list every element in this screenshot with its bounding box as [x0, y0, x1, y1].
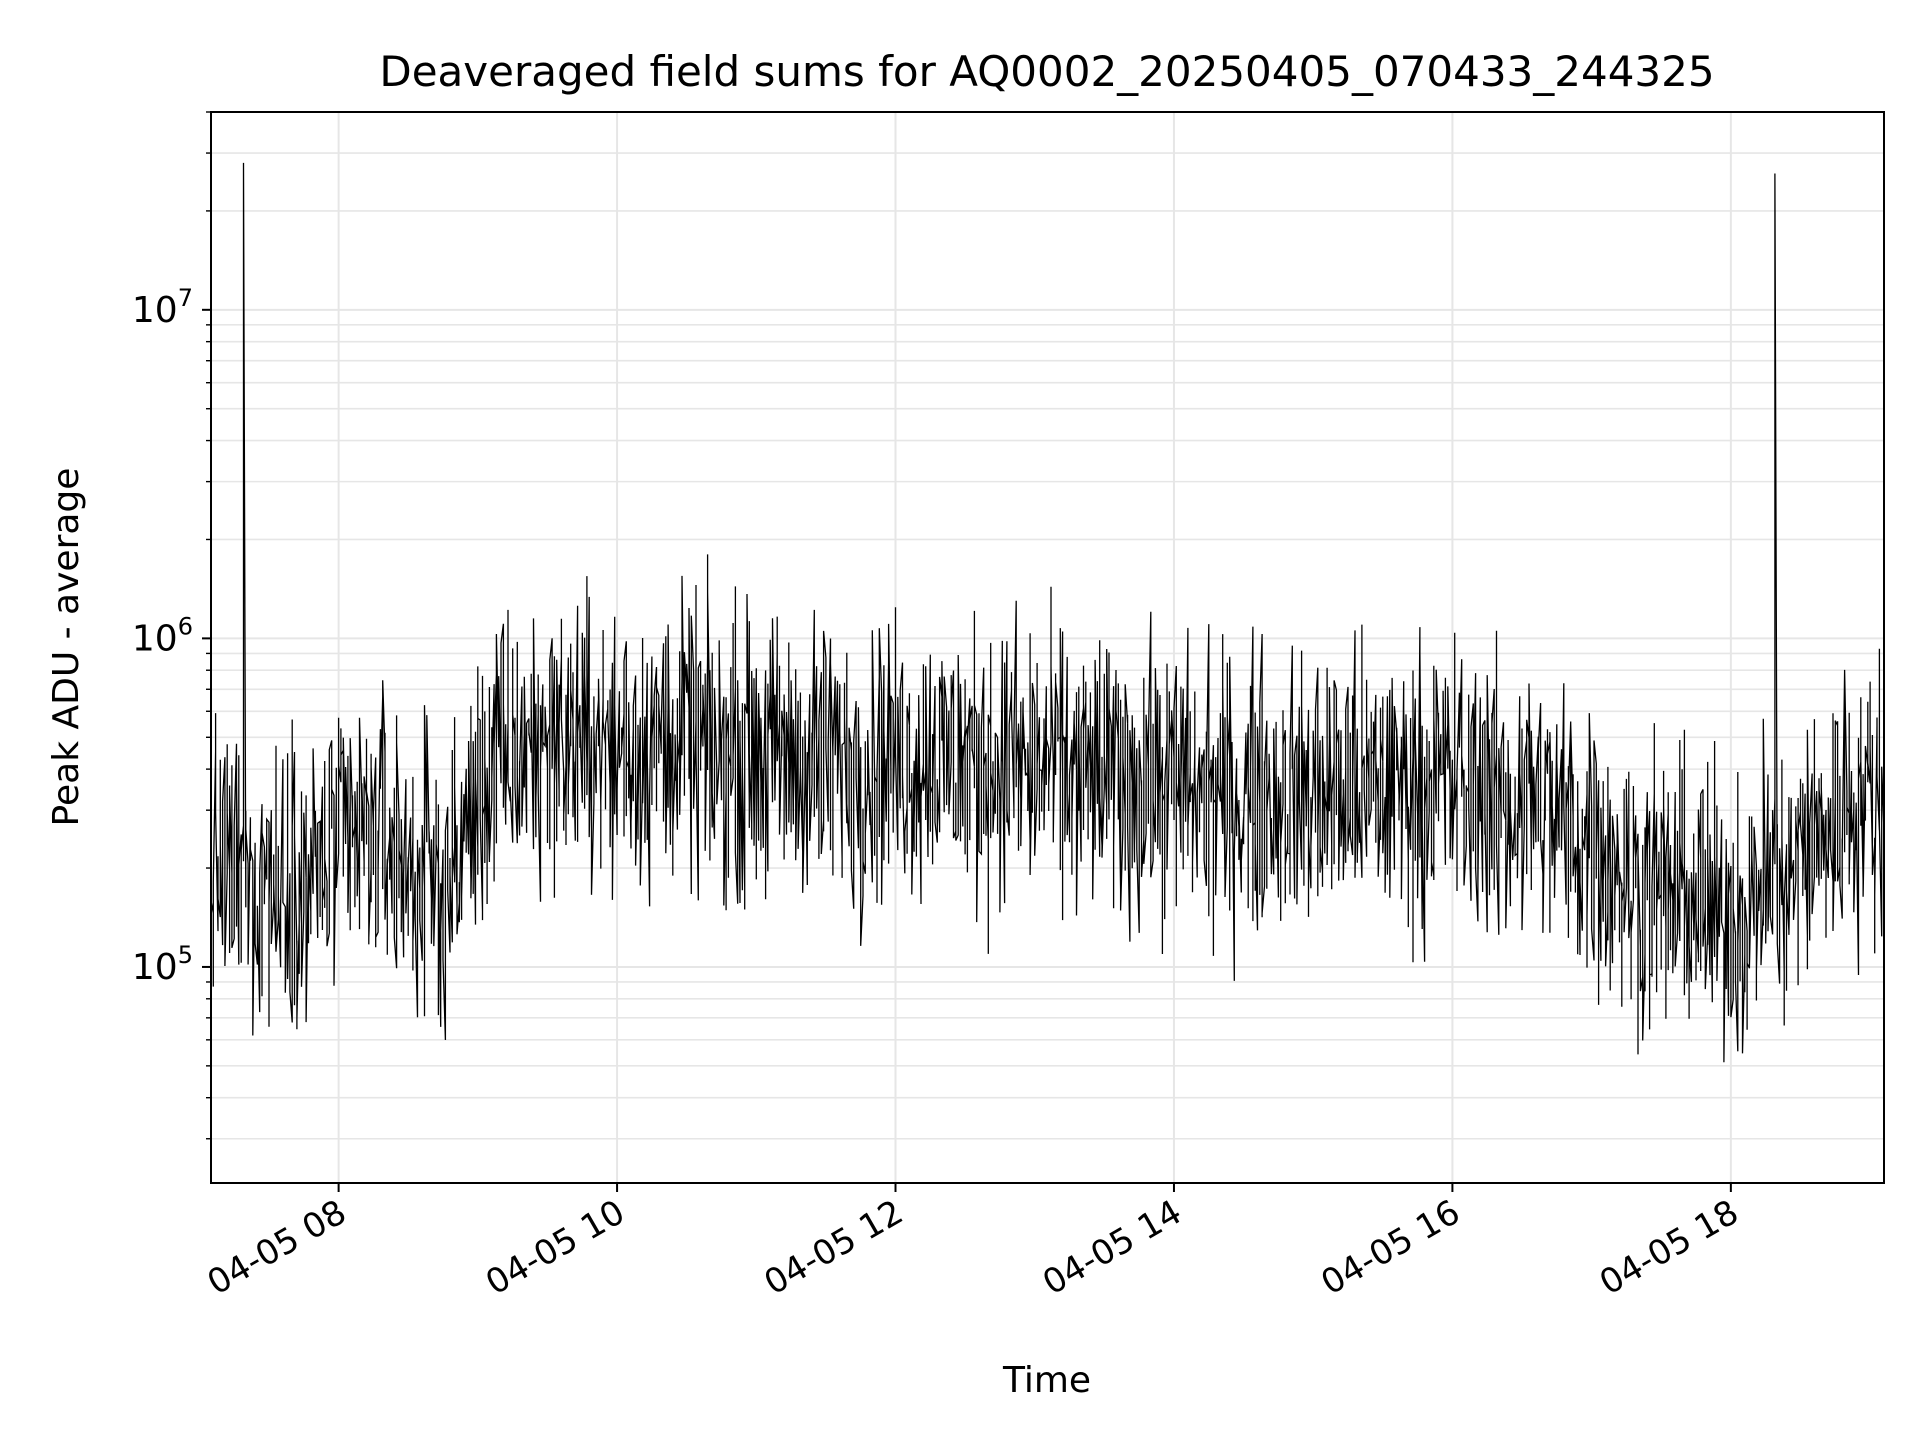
y-tick-exponent: 7: [178, 284, 193, 312]
grid: [211, 111, 1884, 1183]
y-tick-label: 106: [132, 612, 193, 659]
x-axis-label: Time: [1002, 1360, 1091, 1401]
y-tick-label: 107: [132, 284, 193, 331]
data-area: [210, 162, 1885, 1063]
x-tick-label: 04-05 08: [201, 1192, 353, 1303]
y-tick-exponent: 6: [178, 612, 193, 640]
x-tick-label: 04-05 16: [1315, 1192, 1467, 1303]
x-tick-label: 04-05 10: [479, 1192, 631, 1303]
x-tick-label: 04-05 12: [758, 1192, 910, 1303]
ticks: 04-05 08 04-05 10 04-05 12 04-05 14 04-05 16…: [132, 111, 1745, 1303]
x-tick-label: 04-05 14: [1036, 1192, 1188, 1303]
series-line: [210, 162, 1885, 1063]
y-tick-mantissa: 10: [132, 290, 178, 331]
y-tick-mantissa: 10: [132, 618, 178, 659]
y-axis-label: Peak ADU - average: [46, 468, 87, 827]
y-tick-exponent: 5: [178, 941, 193, 969]
x-tick-label: 04-05 18: [1593, 1192, 1745, 1303]
chart-title: Deaveraged field sums for AQ0002_2025040…: [379, 47, 1714, 96]
y-tick-label: 105: [132, 941, 193, 988]
y-tick-mantissa: 10: [132, 947, 178, 988]
plot-frame: [210, 111, 1885, 1184]
